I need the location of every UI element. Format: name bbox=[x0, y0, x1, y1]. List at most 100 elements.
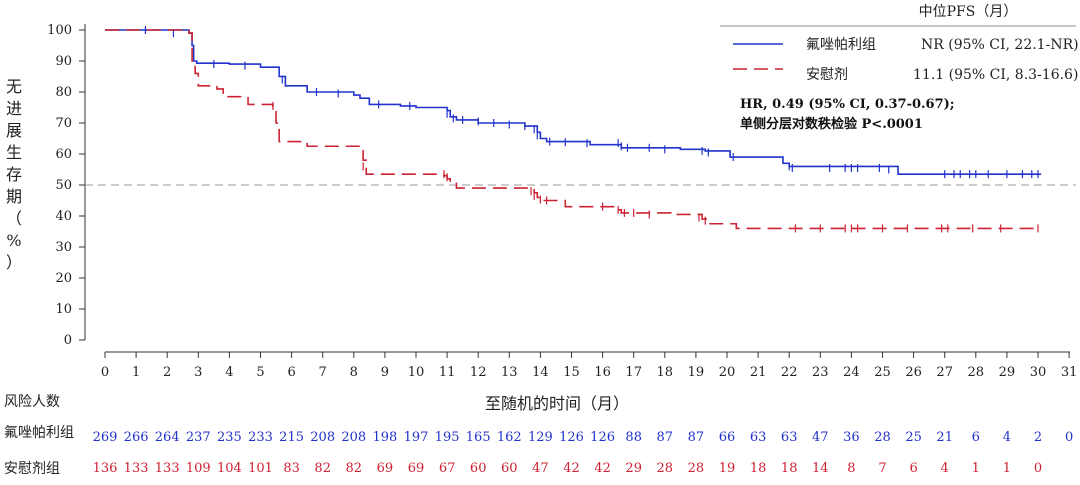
risk-count: 60 bbox=[470, 461, 487, 476]
x-axis-ticks: 0 1 2 3 4 5 6 7 8 9 10 11 12 13 14 15 16 17 18 19 20 21 22 23 24… bbox=[101, 352, 1078, 380]
risk-count: 83 bbox=[283, 461, 300, 476]
risk-count: 36 bbox=[843, 430, 860, 445]
risk-count: 47 bbox=[812, 430, 829, 445]
risk-count: 197 bbox=[404, 430, 429, 445]
x-tick-label: 4 bbox=[225, 365, 233, 380]
y-tick-label: 100 bbox=[47, 23, 72, 38]
risk-count: 2 bbox=[1034, 430, 1042, 445]
risk-count: 162 bbox=[497, 430, 522, 445]
x-tick-label: 5 bbox=[256, 365, 264, 380]
risk-count: 42 bbox=[594, 461, 611, 476]
y-tick-label: 0 bbox=[64, 333, 72, 348]
x-tick-label: 21 bbox=[750, 365, 767, 380]
risk-count: 82 bbox=[346, 461, 363, 476]
y-tick-label: 30 bbox=[55, 240, 72, 255]
x-axis-label: 至随机的时间（月） bbox=[485, 394, 629, 413]
x-tick-label: 28 bbox=[968, 365, 985, 380]
risk-count: 42 bbox=[563, 461, 580, 476]
x-tick-label: 26 bbox=[905, 365, 922, 380]
risk-row-label-treatment: 氟唑帕利组 bbox=[4, 425, 74, 441]
y-tick-label: 70 bbox=[55, 116, 72, 131]
x-tick-label: 12 bbox=[470, 365, 487, 380]
risk-count: 14 bbox=[812, 461, 829, 476]
x-tick-label: 15 bbox=[563, 365, 580, 380]
risk-count: 104 bbox=[217, 461, 242, 476]
x-tick-label: 11 bbox=[439, 365, 456, 380]
y-tick-label: 90 bbox=[55, 54, 72, 69]
x-tick-label: 3 bbox=[194, 365, 202, 380]
x-tick-label: 20 bbox=[719, 365, 736, 380]
legend-stat-treatment: NR (95% CI, 22.1-NR) bbox=[921, 37, 1079, 53]
risk-count: 266 bbox=[124, 430, 149, 445]
risk-count: 7 bbox=[878, 461, 886, 476]
y-tick-label: 10 bbox=[55, 302, 72, 317]
y-tick-label: 50 bbox=[55, 178, 72, 193]
legend-label-treatment: 氟唑帕利组 bbox=[806, 37, 876, 53]
x-tick-label: 10 bbox=[408, 365, 425, 380]
risk-table-title: 风险人数 bbox=[4, 394, 60, 410]
x-tick-label: 13 bbox=[501, 365, 518, 380]
risk-count: 235 bbox=[217, 430, 242, 445]
risk-count: 195 bbox=[435, 430, 460, 445]
x-tick-label: 7 bbox=[319, 365, 327, 380]
legend-header: 中位PFS（月） bbox=[919, 4, 1018, 20]
curve-treatment bbox=[105, 29, 1042, 175]
x-tick-label: 17 bbox=[625, 365, 642, 380]
x-tick-label: 9 bbox=[381, 365, 389, 380]
x-tick-label: 6 bbox=[287, 365, 295, 380]
risk-count: 21 bbox=[936, 430, 953, 445]
x-tick-label: 29 bbox=[999, 365, 1016, 380]
x-tick-label: 16 bbox=[594, 365, 611, 380]
x-tick-label: 25 bbox=[874, 365, 891, 380]
x-tick-label: 22 bbox=[781, 365, 798, 380]
risk-count: 6 bbox=[909, 461, 917, 476]
x-tick-label: 19 bbox=[688, 365, 705, 380]
risk-count: 18 bbox=[781, 461, 798, 476]
risk-count: 28 bbox=[657, 461, 674, 476]
risk-count: 208 bbox=[341, 430, 366, 445]
legend: 中位PFS（月） 氟唑帕利组 NR (95% CI, 22.1-NR) 安慰剂 … bbox=[720, 4, 1079, 83]
x-tick-label: 31 bbox=[1061, 365, 1078, 380]
x-tick-label: 23 bbox=[812, 365, 829, 380]
risk-count: 47 bbox=[532, 461, 549, 476]
risk-count: 126 bbox=[590, 430, 615, 445]
risk-count: 19 bbox=[719, 461, 736, 476]
risk-count: 1 bbox=[972, 461, 980, 476]
x-tick-label: 0 bbox=[101, 365, 109, 380]
x-tick-label: 24 bbox=[843, 365, 860, 380]
risk-count: 8 bbox=[847, 461, 855, 476]
risk-count: 87 bbox=[657, 430, 674, 445]
risk-count: 101 bbox=[248, 461, 273, 476]
risk-table-values: 269 266 264 237 235 233 215 208 208 198 197 195 165 1… bbox=[93, 430, 1074, 476]
x-tick-label: 18 bbox=[657, 365, 674, 380]
risk-count: 208 bbox=[310, 430, 335, 445]
risk-count: 88 bbox=[625, 430, 642, 445]
legend-label-placebo: 安慰剂 bbox=[806, 66, 848, 83]
risk-count: 165 bbox=[466, 430, 491, 445]
risk-count: 28 bbox=[688, 461, 705, 476]
risk-count: 29 bbox=[625, 461, 642, 476]
y-axis-ticks: 0 10 20 30 40 50 60 70 80 90 100 bbox=[47, 23, 85, 348]
risk-count: 18 bbox=[750, 461, 767, 476]
risk-count: 87 bbox=[688, 430, 705, 445]
x-tick-label: 8 bbox=[350, 365, 358, 380]
y-tick-label: 60 bbox=[55, 147, 72, 162]
risk-count: 0 bbox=[1065, 430, 1073, 445]
risk-count: 133 bbox=[124, 461, 149, 476]
risk-count: 129 bbox=[528, 430, 553, 445]
logrank-annotation: 单侧分层对数秩检验 P<.0001 bbox=[740, 116, 923, 132]
risk-count: 63 bbox=[750, 430, 767, 445]
risk-count: 4 bbox=[941, 461, 949, 476]
legend-stat-placebo: 11.1 (95% CI, 8.3-16.6) bbox=[913, 67, 1078, 83]
risk-count: 269 bbox=[93, 430, 118, 445]
y-tick-label: 40 bbox=[55, 209, 72, 224]
risk-count: 233 bbox=[248, 430, 273, 445]
x-tick-label: 30 bbox=[1030, 365, 1047, 380]
risk-count: 69 bbox=[408, 461, 425, 476]
x-tick-label: 14 bbox=[532, 365, 549, 380]
risk-count: 82 bbox=[314, 461, 331, 476]
x-tick-label: 2 bbox=[163, 365, 171, 380]
risk-count: 215 bbox=[279, 430, 304, 445]
risk-row-label-placebo: 安慰剂组 bbox=[4, 460, 60, 477]
